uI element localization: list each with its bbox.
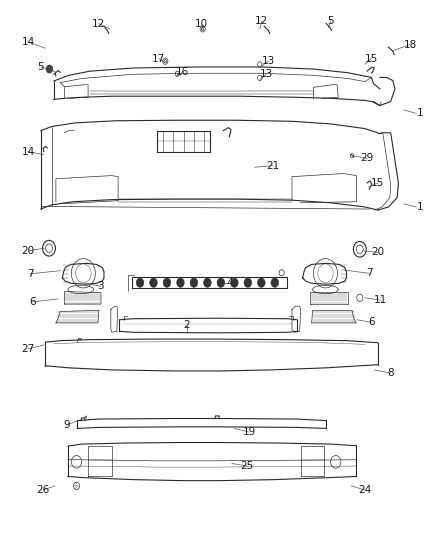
Text: 19: 19	[242, 427, 256, 437]
Text: 2: 2	[184, 320, 190, 330]
Text: 20: 20	[21, 246, 35, 256]
Text: 14: 14	[21, 147, 35, 157]
Circle shape	[258, 278, 265, 287]
Text: 13: 13	[260, 69, 273, 79]
Text: 3: 3	[98, 281, 104, 292]
Text: 20: 20	[371, 247, 385, 257]
Text: 5: 5	[327, 16, 334, 26]
Text: 25: 25	[240, 461, 254, 471]
Text: 29: 29	[360, 154, 374, 164]
Circle shape	[177, 278, 184, 287]
Text: 27: 27	[21, 344, 35, 354]
Circle shape	[244, 278, 252, 287]
Text: 17: 17	[152, 54, 166, 63]
Text: 5: 5	[38, 62, 44, 72]
Text: 15: 15	[365, 54, 378, 63]
Text: 6: 6	[368, 317, 374, 327]
Text: 11: 11	[373, 295, 387, 305]
Text: 26: 26	[36, 485, 49, 495]
Text: 15: 15	[371, 178, 385, 188]
Text: 4: 4	[226, 278, 233, 288]
Text: 12: 12	[92, 19, 106, 29]
Circle shape	[163, 278, 171, 287]
Text: 8: 8	[387, 368, 394, 378]
Circle shape	[46, 66, 53, 72]
Text: 1: 1	[417, 202, 423, 212]
Text: 18: 18	[403, 39, 417, 50]
Text: 14: 14	[21, 37, 35, 47]
Circle shape	[271, 278, 279, 287]
Text: 10: 10	[195, 19, 208, 29]
Circle shape	[190, 278, 198, 287]
Text: 7: 7	[27, 269, 33, 279]
Text: 12: 12	[255, 16, 268, 26]
Text: 9: 9	[64, 421, 70, 430]
Text: 21: 21	[266, 160, 279, 171]
Text: 1: 1	[417, 108, 423, 118]
Circle shape	[150, 278, 157, 287]
Circle shape	[230, 278, 238, 287]
Text: 13: 13	[262, 56, 275, 66]
Circle shape	[136, 278, 144, 287]
Text: 7: 7	[366, 268, 373, 278]
Circle shape	[204, 278, 211, 287]
Circle shape	[217, 278, 225, 287]
Text: 16: 16	[176, 67, 189, 77]
Text: 24: 24	[358, 485, 371, 495]
Text: 6: 6	[29, 297, 35, 307]
